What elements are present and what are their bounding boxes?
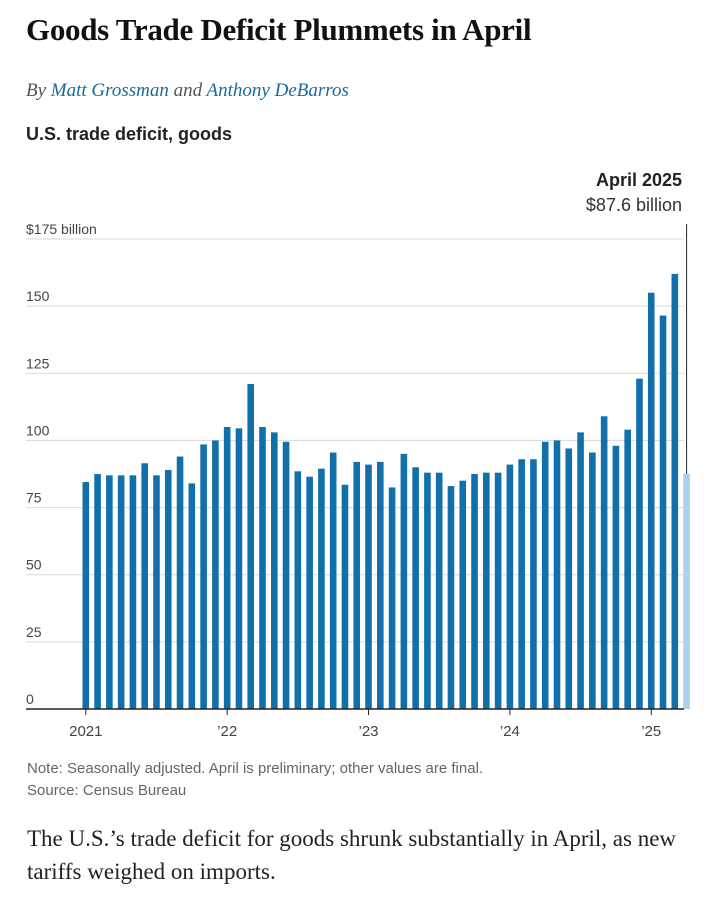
- bar-mar-2024: Mar 2024: 93: [530, 459, 537, 709]
- bar-dec-2023: Dec 2023: 88: [494, 472, 502, 709]
- bar-jun-2022: Jun 2022: 99.5: [282, 441, 290, 709]
- bar-jan-2022: Jan 2022: 105: [223, 427, 231, 709]
- byline-prefix: By: [26, 80, 47, 101]
- y-tick-label-0: 0: [26, 691, 34, 707]
- bar-nov-2021: Nov 2021: 98.5: [200, 444, 207, 709]
- bar-aug-2021: Aug 2021: 89: [164, 469, 172, 709]
- bar-nov-2023: Nov 2023: 88: [483, 472, 490, 709]
- bar-aug-2022: Aug 2022: 86.5: [306, 476, 313, 709]
- bar-may-2022: May 2022: 103: [270, 432, 278, 709]
- article-caption: The U.S.’s trade deficit for goods shrun…: [27, 826, 677, 884]
- bar-may-2021: May 2021: 87: [129, 475, 137, 709]
- bar-jul-2021: Jul 2021: 87: [153, 475, 160, 709]
- bar-sep-2021: Sep 2021: 94: [176, 456, 184, 709]
- bar-mar-2025: Mar 2025: 162: [671, 273, 679, 709]
- bar-feb-2024: Feb 2024: 93: [518, 459, 525, 709]
- bar-feb-2021: Feb 2021: 87.5: [94, 474, 101, 709]
- bar-apr-2021: Apr 2021: 87: [117, 475, 125, 709]
- bar-jun-2023: Jun 2023: 88: [424, 472, 431, 709]
- byline-joiner: and: [173, 80, 203, 101]
- bar-jan-2024: Jan 2024: 91: [506, 464, 514, 709]
- y-tick-label-175: $175 billion: [26, 221, 97, 237]
- y-tick-label-100: 100: [26, 422, 50, 438]
- bar-nov-2022: Nov 2022: 83.5: [341, 484, 349, 709]
- x-tick-labels: 2021 ’22 ’23 ’24 ’25: [69, 709, 661, 740]
- bar-dec-2024: Dec 2024: 123: [636, 378, 643, 709]
- annotation-title: April 2025: [596, 170, 682, 190]
- bar-may-2024: May 2024: 100: [553, 440, 561, 709]
- y-tick-label-125: 125: [26, 355, 50, 371]
- y-tick-label-25: 25: [26, 624, 42, 640]
- bar-feb-2025: Feb 2025: 146.5: [659, 315, 667, 709]
- bar-apr-2025: Apr 2025: 87.6: [683, 473, 690, 709]
- bar-mar-2022: Mar 2022: 121: [247, 384, 255, 709]
- bar-jun-2021: Jun 2021: 91.5: [141, 463, 148, 709]
- bar-sep-2022: Sep 2022: 89.5: [318, 468, 325, 709]
- annotation-value: $87.6 billion: [586, 195, 682, 215]
- bar-jun-2024: Jun 2024: 97: [565, 448, 573, 709]
- x-tick-label: 2021: [69, 723, 102, 740]
- bar-aug-2023: Aug 2023: 83: [447, 486, 455, 709]
- author-link-matt-grossman[interactable]: Matt Grossman: [50, 80, 169, 101]
- bar-apr-2024: Apr 2024: 99.5: [541, 441, 549, 709]
- y-tick-label-50: 50: [26, 557, 42, 573]
- bar-apr-2023: Apr 2023: 95: [400, 453, 408, 709]
- trade-deficit-chart: 0 25 50 75 100 125 150 $175 billion Jan 2021: 8…: [26, 170, 690, 740]
- x-tick-label: ’23: [359, 723, 379, 740]
- byline: By Matt Grossman and Anthony DeBarros: [26, 80, 349, 102]
- bar-oct-2022: Oct 2022: 95.5: [329, 452, 337, 709]
- bar-jul-2023: Jul 2023: 88: [435, 472, 443, 709]
- bar-apr-2022: Apr 2022: 105: [259, 427, 266, 709]
- footnotes: Note: Seasonally adjusted. April is prel…: [27, 758, 483, 802]
- bar-feb-2022: Feb 2022: 104.5: [235, 428, 243, 709]
- bar-dec-2022: Dec 2022: 92: [353, 461, 361, 709]
- chart-title: U.S. trade deficit, goods: [26, 124, 233, 144]
- bar-aug-2024: Aug 2024: 95.5: [589, 452, 596, 709]
- bar-sep-2023: Sep 2023: 85: [459, 480, 467, 709]
- annotation: April 2025 $87.6 billion: [586, 170, 688, 474]
- bar-oct-2021: Oct 2021: 84: [188, 483, 196, 709]
- y-tick-labels: 0 25 50 75 100 125 150 $175 billion: [26, 221, 97, 707]
- bar-jan-2021: Jan 2021: 84.5: [82, 482, 90, 709]
- bar-mar-2023: Mar 2023: 82.5: [388, 487, 396, 709]
- bar-mar-2021: Mar 2021: 87: [106, 475, 113, 709]
- bar-jan-2023: Jan 2023: 91: [365, 464, 372, 709]
- x-tick-label: ’25: [641, 723, 661, 740]
- headline: Goods Trade Deficit Plummets in April: [26, 12, 532, 47]
- bar-dec-2021: Dec 2021: 100: [212, 440, 219, 709]
- source-text: Source: Census Bureau: [27, 782, 187, 799]
- bar-nov-2024: Nov 2024: 104: [624, 429, 631, 709]
- author-link-anthony-debarros[interactable]: Anthony DeBarros: [206, 80, 349, 101]
- bar-feb-2023: Feb 2023: 92: [377, 461, 384, 709]
- bar-jul-2022: Jul 2022: 88.5: [294, 471, 302, 709]
- y-tick-label-75: 75: [26, 490, 42, 506]
- x-tick-label: ’24: [500, 723, 520, 740]
- bar-jan-2025: Jan 2025: 155: [647, 292, 655, 709]
- bar-oct-2023: Oct 2023: 87.5: [471, 474, 478, 709]
- bar-may-2023: May 2023: 90: [412, 467, 419, 709]
- bar-oct-2024: Oct 2024: 98: [612, 445, 620, 709]
- note-text: Note: Seasonally adjusted. April is prel…: [27, 760, 484, 777]
- y-tick-label-150: 150: [26, 288, 50, 304]
- bars: Jan 2021: 84.5 Feb 2021: 87.5 Mar 2021: 87…: [82, 273, 690, 709]
- bar-sep-2024: Sep 2024: 109: [600, 416, 608, 709]
- x-tick-label: ’22: [217, 723, 237, 740]
- bar-jul-2024: Jul 2024: 103: [577, 432, 584, 709]
